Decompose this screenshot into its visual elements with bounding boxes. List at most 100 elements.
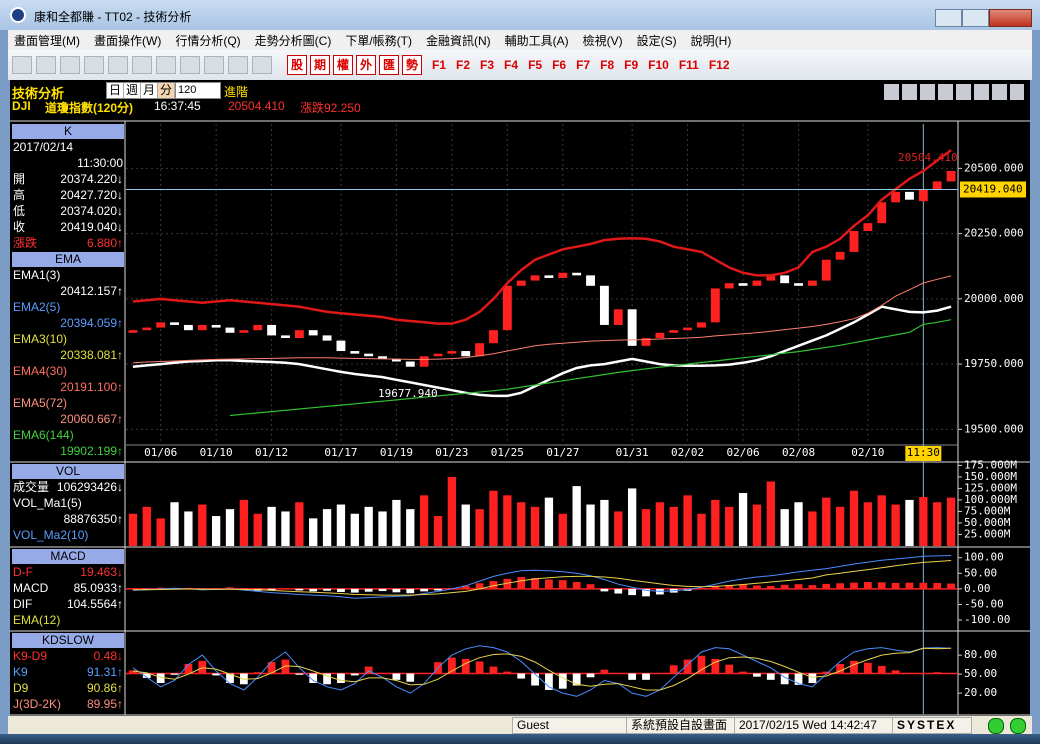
indicator-label: EMA4(30) — [13, 364, 68, 378]
function-key[interactable]: F11 — [678, 58, 699, 72]
histogram-bar — [628, 673, 637, 680]
volume-bar — [322, 509, 332, 546]
histogram-bar — [531, 673, 539, 686]
menu-item[interactable]: 金融資訊(N) — [426, 33, 491, 48]
maximize-button[interactable] — [962, 9, 989, 27]
histogram-bar — [503, 578, 512, 589]
period-option[interactable]: 週 — [124, 83, 142, 98]
indicator-header: K — [12, 124, 124, 139]
volume-bar — [711, 499, 720, 546]
cursor-label-box — [905, 446, 942, 461]
function-key[interactable]: F2 — [456, 58, 471, 72]
function-key[interactable]: F12 — [708, 58, 730, 72]
candle-body — [350, 351, 360, 354]
volume-bar — [350, 513, 359, 546]
tool-button[interactable] — [228, 56, 248, 74]
tool-button[interactable] — [84, 56, 104, 74]
function-key[interactable]: F6 — [552, 58, 567, 72]
taskbar — [0, 734, 1040, 744]
chart-tools[interactable] — [884, 84, 1024, 100]
indicator-row: J(3D-2K) 89.95↑ — [12, 696, 124, 712]
period-option[interactable]: 分 — [158, 83, 176, 98]
function-key[interactable]: F1 — [432, 58, 447, 72]
tool-button[interactable] — [108, 56, 128, 74]
market-tab[interactable]: 期 — [310, 55, 330, 75]
menu-item[interactable]: 走勢分析圖(C) — [254, 33, 332, 48]
count-dropdown[interactable]: 120 — [175, 82, 221, 99]
menu-item[interactable]: 行情分析(Q) — [175, 33, 241, 48]
market-tab[interactable]: 匯 — [379, 55, 399, 75]
function-key[interactable]: F7 — [576, 58, 591, 72]
histogram-bar — [475, 661, 484, 674]
candle-body — [669, 330, 679, 333]
indicator-value: 19902.199↑ — [60, 444, 123, 458]
menu-item[interactable]: 設定(S) — [636, 33, 677, 48]
volume-bar — [725, 506, 734, 546]
tool-button[interactable] — [204, 56, 224, 74]
histogram-bar — [212, 588, 221, 589]
indicator-label: EMA3(10) — [13, 332, 68, 346]
menu-bar: 畫面管理(M) 畫面操作(W) 行情分析(Q) 走勢分析圖(C) 下單/帳務(T) 金融資… — [8, 30, 1032, 50]
menu-item[interactable]: 畫面管理(M) — [14, 33, 80, 48]
menu-item[interactable]: 畫面操作(W) — [94, 33, 162, 48]
histogram-bar — [822, 671, 831, 674]
histogram-bar — [531, 577, 539, 589]
function-key[interactable]: F8 — [600, 58, 615, 72]
tool-button[interactable] — [156, 56, 176, 74]
candle-body — [932, 181, 942, 190]
candle-body — [766, 275, 776, 281]
market-tab[interactable]: 股 — [287, 55, 307, 75]
tool-button[interactable] — [132, 56, 152, 74]
indicator-row: EMA3(10) — [12, 331, 124, 347]
function-key[interactable]: F5 — [528, 58, 543, 72]
volume-bar — [544, 497, 554, 546]
menu-item[interactable]: 說明(H) — [690, 33, 732, 48]
histogram-bar — [586, 584, 595, 589]
indicator-label: J(3D-2K) — [13, 697, 62, 711]
y-tick-label: 50.00 — [964, 667, 997, 680]
x-tick-label: 01/25 — [491, 446, 524, 459]
function-key[interactable]: F3 — [480, 58, 495, 72]
advanced-link[interactable]: 進階 — [224, 85, 249, 99]
menu-item[interactable]: 下單/帳務(T) — [345, 33, 412, 48]
histogram-bar — [295, 673, 304, 675]
indicator-row: 成交量 106293426↓ — [12, 479, 124, 495]
function-key[interactable]: F10 — [648, 58, 669, 72]
tool-button[interactable] — [252, 56, 272, 74]
function-key[interactable]: F4 — [504, 58, 519, 72]
close-button[interactable] — [989, 9, 1032, 27]
series-line — [132, 645, 952, 697]
volume-bar — [946, 497, 956, 546]
market-tab[interactable]: 勢 — [402, 55, 422, 75]
minimize-button[interactable] — [935, 9, 962, 27]
market-tab[interactable]: 外 — [356, 55, 376, 75]
indicator-label: VOL_Ma2(10) — [13, 528, 89, 542]
histogram-bar — [753, 585, 761, 589]
tool-button[interactable] — [60, 56, 80, 74]
period-option[interactable]: 月 — [141, 83, 159, 98]
function-key[interactable]: F9 — [624, 58, 639, 72]
period-selector: 日週月分 — [106, 82, 177, 99]
tool-button[interactable] — [36, 56, 56, 74]
indicator-value: 20060.667↑ — [60, 412, 123, 426]
menu-item[interactable]: 檢視(V) — [582, 33, 623, 48]
candle-body — [946, 170, 956, 182]
histogram-bar — [461, 585, 470, 589]
candle-body — [197, 324, 207, 331]
histogram-bar — [392, 673, 401, 680]
volume-bar — [253, 513, 262, 546]
histogram-bar — [766, 586, 775, 589]
tool-button[interactable] — [12, 56, 32, 74]
menu-item[interactable]: 輔助工具(A) — [504, 33, 569, 48]
quote-time: 16:37:45 — [154, 99, 201, 113]
histogram-bar — [739, 584, 747, 589]
tool-button[interactable] — [180, 56, 200, 74]
x-tick-label: 01/17 — [324, 446, 357, 459]
indicator-section: VOL 成交量 106293426↓ VOL_Ma1(5) 88876350↑ VOL_M… — [12, 464, 124, 543]
period-option[interactable]: 日 — [107, 83, 125, 98]
histogram-bar — [711, 658, 720, 674]
market-tab[interactable]: 權 — [333, 55, 353, 75]
indicator-label: K9-D9 — [13, 649, 48, 663]
candle-body — [780, 275, 790, 284]
